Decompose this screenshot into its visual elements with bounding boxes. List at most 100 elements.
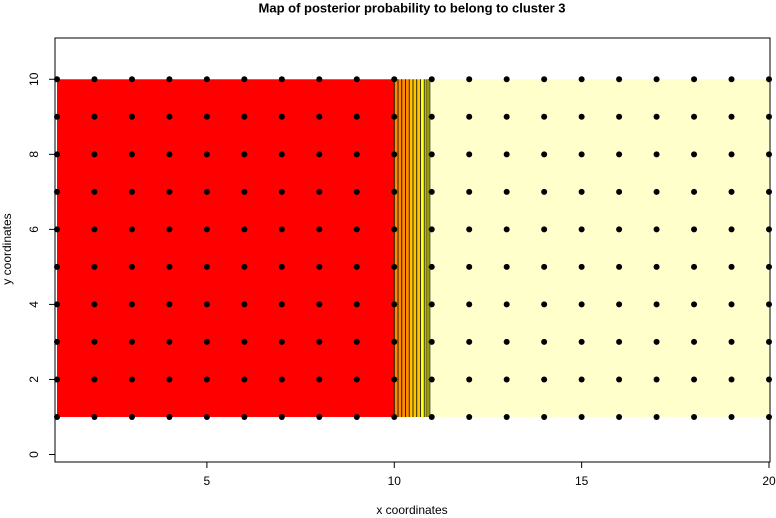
- point: [653, 76, 660, 83]
- point: [166, 76, 173, 83]
- point: [391, 188, 398, 195]
- point: [316, 76, 323, 83]
- point: [728, 151, 735, 158]
- point: [241, 376, 248, 383]
- point: [166, 338, 173, 345]
- point: [653, 113, 660, 120]
- point: [203, 226, 210, 233]
- point: [166, 263, 173, 270]
- point: [128, 76, 135, 83]
- point: [353, 301, 360, 308]
- point: [728, 376, 735, 383]
- point: [166, 301, 173, 308]
- point: [616, 226, 623, 233]
- y-tick-label: 6: [27, 226, 41, 233]
- point: [766, 263, 772, 270]
- point: [503, 151, 510, 158]
- point: [428, 301, 435, 308]
- y-tick-label: 0: [27, 451, 41, 458]
- point: [541, 76, 548, 83]
- point: [91, 226, 98, 233]
- regions: [57, 79, 769, 417]
- point: [203, 376, 210, 383]
- point: [541, 151, 548, 158]
- point: [278, 151, 285, 158]
- point: [391, 76, 398, 83]
- point: [353, 226, 360, 233]
- point: [766, 226, 772, 233]
- contours: [393, 79, 431, 417]
- point: [203, 413, 210, 420]
- point: [391, 301, 398, 308]
- point: [728, 301, 735, 308]
- point: [466, 301, 473, 308]
- point: [728, 413, 735, 420]
- point: [466, 263, 473, 270]
- point: [203, 76, 210, 83]
- point: [691, 263, 698, 270]
- point: [766, 151, 772, 158]
- point: [91, 376, 98, 383]
- point: [278, 76, 285, 83]
- chart-title: Map of posterior probability to belong t…: [259, 0, 566, 15]
- point: [428, 76, 435, 83]
- point: [203, 151, 210, 158]
- point: [541, 376, 548, 383]
- point: [766, 338, 772, 345]
- point: [766, 76, 772, 83]
- point: [578, 301, 585, 308]
- point: [278, 301, 285, 308]
- point: [541, 301, 548, 308]
- point: [166, 226, 173, 233]
- y-tick-label: 10: [27, 72, 41, 86]
- region: [429, 79, 769, 417]
- point: [653, 226, 660, 233]
- point: [466, 376, 473, 383]
- point: [91, 263, 98, 270]
- point: [128, 376, 135, 383]
- point: [128, 413, 135, 420]
- point: [428, 376, 435, 383]
- point: [766, 113, 772, 120]
- point: [91, 338, 98, 345]
- point: [503, 263, 510, 270]
- point: [91, 151, 98, 158]
- point: [653, 301, 660, 308]
- point: [691, 376, 698, 383]
- point: [616, 263, 623, 270]
- point: [203, 338, 210, 345]
- region: [420, 79, 430, 417]
- point: [503, 226, 510, 233]
- point: [466, 151, 473, 158]
- point: [428, 338, 435, 345]
- point: [278, 188, 285, 195]
- point: [241, 151, 248, 158]
- point: [128, 188, 135, 195]
- point: [278, 413, 285, 420]
- y-axis-label: y coordinates: [0, 213, 14, 284]
- point: [391, 113, 398, 120]
- point: [353, 113, 360, 120]
- point: [466, 188, 473, 195]
- point: [353, 76, 360, 83]
- point: [653, 263, 660, 270]
- point: [616, 113, 623, 120]
- point: [503, 113, 510, 120]
- point: [578, 263, 585, 270]
- point: [728, 338, 735, 345]
- point: [503, 376, 510, 383]
- point: [653, 151, 660, 158]
- point: [316, 263, 323, 270]
- point: [653, 376, 660, 383]
- point: [541, 113, 548, 120]
- point: [503, 188, 510, 195]
- point: [316, 113, 323, 120]
- point: [91, 76, 98, 83]
- point: [166, 376, 173, 383]
- point: [203, 113, 210, 120]
- y-tick-label: 4: [27, 301, 41, 308]
- points: [54, 76, 772, 420]
- point: [691, 151, 698, 158]
- point: [578, 226, 585, 233]
